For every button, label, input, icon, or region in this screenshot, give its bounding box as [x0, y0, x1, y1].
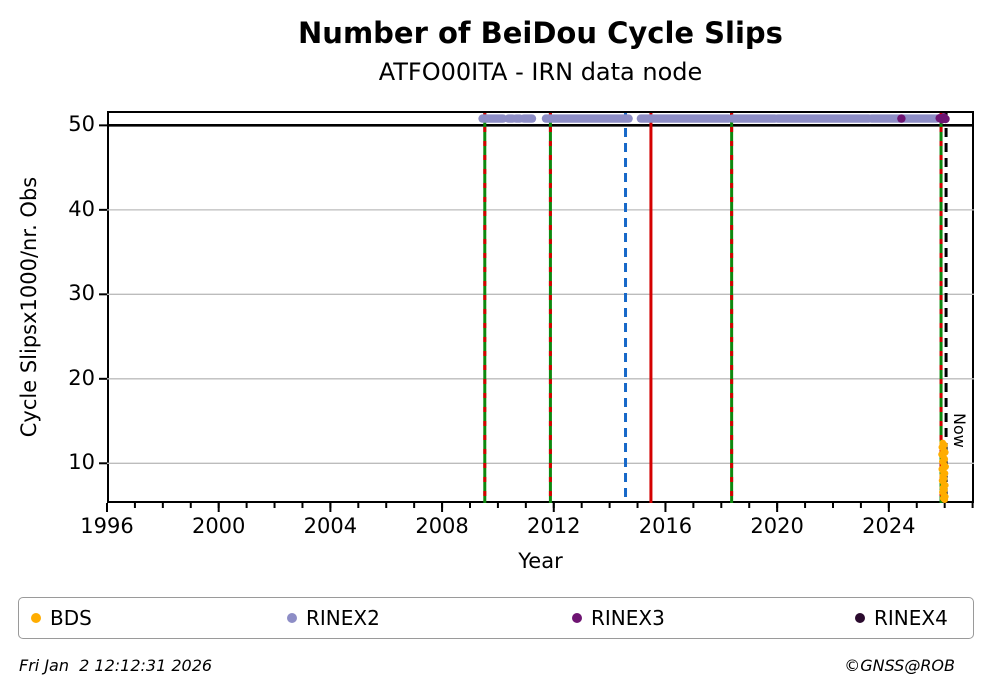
series-rinex3-point: [897, 114, 906, 123]
bds-marker-icon: [31, 613, 41, 623]
y-axis-label: Cycle Slipsx1000/nr. Obs: [17, 176, 41, 438]
chart-subtitle: ATFO00ITA - IRN data node: [378, 58, 703, 86]
x-tick-label: 2024: [862, 514, 916, 538]
legend-label: RINEX2: [306, 606, 380, 630]
now-label: Now: [950, 413, 969, 448]
legend-item-bds: BDS: [31, 606, 92, 630]
chart-title: Number of BeiDou Cycle Slips: [298, 16, 783, 50]
copyright: ©GNSS@ROB: [844, 656, 955, 675]
y-tick-label: 30: [68, 281, 95, 306]
legend-item-rinex4: RINEX4: [855, 606, 948, 630]
legend-item-rinex3: RINEX3: [572, 606, 665, 630]
rinex2-marker-icon: [287, 613, 297, 623]
x-tick-label: 2008: [415, 514, 469, 538]
legend-item-rinex2: RINEX2: [287, 606, 380, 630]
legend-label: BDS: [50, 606, 92, 630]
x-tick-label: 2000: [191, 514, 246, 538]
timestamp: Fri Jan 2 12:12:31 2026: [19, 656, 213, 675]
x-tick-label: 2016: [638, 514, 693, 538]
legend-label: RINEX4: [874, 606, 948, 630]
x-axis-label: Year: [518, 549, 563, 573]
x-tick-label: 1996: [80, 514, 134, 538]
y-tick-label: 50: [68, 112, 95, 137]
rinex4-marker-icon: [855, 613, 865, 623]
y-tick-label: 10: [68, 450, 95, 475]
y-tick-label: 40: [68, 196, 95, 221]
plot-area: [107, 111, 974, 503]
legend-label: RINEX3: [591, 606, 665, 630]
x-tick-label: 2020: [750, 514, 804, 538]
x-tick-label: 2012: [527, 514, 581, 538]
series-rinex3-point: [941, 114, 950, 124]
series-bds-point: [941, 496, 949, 504]
rinex3-marker-icon: [572, 613, 582, 623]
legend: BDS RINEX2 RINEX3 RINEX4: [18, 597, 974, 639]
y-tick-label: 20: [68, 365, 95, 390]
x-tick-label: 2004: [303, 514, 358, 538]
